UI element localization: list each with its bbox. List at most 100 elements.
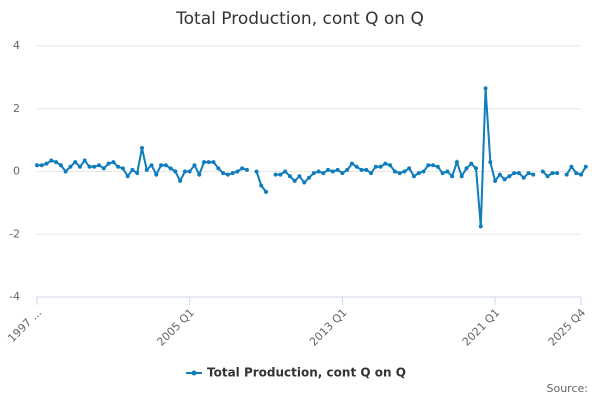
point xyxy=(259,183,264,188)
point xyxy=(411,174,416,179)
point xyxy=(120,166,125,171)
point xyxy=(106,161,111,166)
x-tick-label: 2025 Q4 xyxy=(546,306,589,349)
line xyxy=(37,147,248,184)
point xyxy=(507,174,512,179)
point xyxy=(450,174,455,179)
point xyxy=(264,189,269,194)
point xyxy=(192,163,197,168)
point xyxy=(397,171,402,176)
point xyxy=(545,174,550,179)
point xyxy=(550,171,555,176)
point xyxy=(512,171,517,176)
point xyxy=(68,164,73,169)
point xyxy=(101,166,106,171)
point xyxy=(392,169,397,174)
point xyxy=(240,166,245,171)
point xyxy=(230,171,235,176)
point xyxy=(579,172,583,177)
point xyxy=(49,158,54,163)
point xyxy=(87,164,92,169)
x-tick-label: 2005 Q1 xyxy=(154,306,197,349)
point xyxy=(139,145,144,150)
point xyxy=(378,164,383,169)
point xyxy=(302,180,307,185)
point xyxy=(488,160,493,165)
point xyxy=(278,172,283,177)
y-tick-label: -2 xyxy=(9,227,20,240)
point xyxy=(244,167,249,172)
y-tick-label: -4 xyxy=(9,290,20,303)
y-tick-label: 2 xyxy=(13,102,20,115)
point xyxy=(321,171,326,176)
point xyxy=(493,178,498,183)
point xyxy=(407,166,412,171)
point xyxy=(178,178,183,183)
point xyxy=(388,163,393,168)
point xyxy=(569,164,574,169)
point xyxy=(516,171,521,176)
point xyxy=(225,172,230,177)
point xyxy=(474,166,479,171)
chart-title: Total Production, cont Q on Q xyxy=(175,9,424,29)
point xyxy=(135,171,140,176)
point xyxy=(316,169,321,174)
point xyxy=(273,172,278,177)
point xyxy=(340,171,345,176)
point xyxy=(235,169,240,174)
point xyxy=(254,169,259,174)
point xyxy=(197,172,202,177)
point xyxy=(402,169,407,174)
point xyxy=(416,171,421,176)
point xyxy=(63,169,68,174)
point xyxy=(187,169,192,174)
y-tick-label: 0 xyxy=(13,165,20,178)
point xyxy=(54,160,59,165)
point xyxy=(445,169,450,174)
point xyxy=(483,86,488,91)
point xyxy=(431,163,436,168)
point xyxy=(521,175,526,180)
point xyxy=(383,161,388,166)
point xyxy=(440,171,445,176)
line xyxy=(542,170,558,178)
point xyxy=(221,171,226,176)
point xyxy=(364,167,369,172)
point xyxy=(202,160,207,165)
point xyxy=(335,167,340,172)
point xyxy=(359,167,364,172)
point xyxy=(77,164,82,169)
line xyxy=(255,171,267,193)
point xyxy=(287,174,292,179)
x-tick-label: 2013 Q1 xyxy=(307,306,350,349)
point xyxy=(369,171,374,176)
y-tick-label: 4 xyxy=(13,39,20,52)
point xyxy=(469,161,474,166)
point xyxy=(216,166,221,171)
legend-label: Total Production, cont Q on Q xyxy=(207,366,406,380)
point xyxy=(459,174,464,179)
point xyxy=(574,171,579,176)
point xyxy=(326,167,331,172)
source: Source: xyxy=(547,382,589,395)
point xyxy=(173,169,178,174)
point xyxy=(555,171,560,176)
point xyxy=(307,175,311,180)
point xyxy=(435,164,440,169)
point xyxy=(540,169,545,174)
point xyxy=(330,169,335,174)
point xyxy=(73,160,78,165)
point xyxy=(206,160,211,165)
point xyxy=(58,163,63,168)
point xyxy=(44,161,49,166)
point xyxy=(163,163,168,168)
point xyxy=(426,163,431,168)
point xyxy=(130,167,135,172)
point xyxy=(92,164,97,169)
point xyxy=(349,161,354,166)
point xyxy=(283,169,288,174)
point xyxy=(297,174,302,179)
point xyxy=(159,163,164,168)
